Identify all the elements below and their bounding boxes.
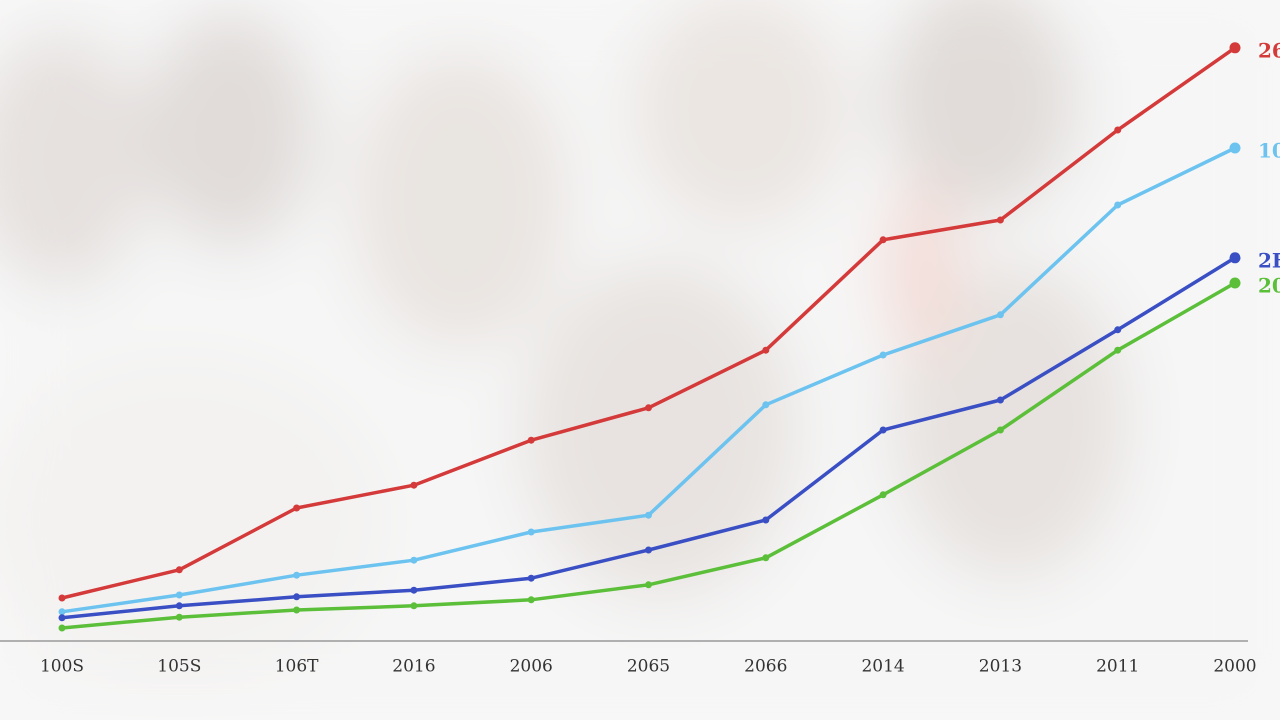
- point-marker: [645, 511, 652, 519]
- point-marker: [58, 624, 66, 632]
- point-marker: [645, 546, 652, 554]
- series-label: 10: [1258, 139, 1280, 163]
- point-marker: [293, 571, 301, 579]
- x-tick-label: 2006: [510, 657, 553, 677]
- x-tick-label: 106T: [275, 657, 319, 677]
- point-marker: [879, 351, 887, 359]
- point-marker: [1114, 201, 1122, 209]
- x-tick-label: 105S: [157, 657, 201, 677]
- point-marker: [645, 404, 652, 412]
- point-marker: [175, 602, 183, 610]
- point-marker: [527, 436, 535, 444]
- series-label: 26: [1258, 38, 1280, 62]
- point-marker: [175, 566, 183, 574]
- point-marker: [645, 581, 652, 589]
- point-marker: [175, 613, 183, 621]
- point-marker: [1229, 252, 1241, 264]
- point-marker: [410, 586, 418, 594]
- x-tick-label: 2011: [1096, 657, 1139, 677]
- series-label: 2E: [1258, 248, 1280, 272]
- point-marker: [410, 556, 418, 564]
- point-marker: [879, 426, 887, 434]
- point-marker: [762, 346, 770, 354]
- point-marker: [410, 602, 418, 610]
- point-marker: [527, 574, 535, 582]
- x-tick-label: 2065: [627, 657, 670, 677]
- point-marker: [762, 554, 770, 562]
- point-marker: [762, 516, 770, 524]
- point-marker: [175, 591, 183, 599]
- point-marker: [996, 216, 1004, 224]
- point-marker: [1114, 326, 1122, 334]
- point-marker: [1229, 277, 1241, 289]
- x-tick-label: 2013: [979, 657, 1022, 677]
- point-marker: [879, 236, 887, 244]
- point-marker: [1229, 42, 1241, 54]
- point-marker: [410, 481, 418, 489]
- point-marker: [996, 396, 1004, 404]
- point-marker: [527, 528, 535, 536]
- point-marker: [293, 504, 301, 512]
- point-marker: [58, 594, 66, 602]
- series-label: 20: [1258, 274, 1280, 298]
- point-marker: [1114, 126, 1122, 134]
- point-marker: [58, 614, 66, 622]
- point-marker: [1229, 142, 1241, 154]
- point-marker: [879, 491, 887, 499]
- point-marker: [996, 426, 1004, 434]
- point-marker: [58, 608, 66, 616]
- point-marker: [293, 606, 301, 614]
- point-marker: [293, 593, 301, 601]
- point-marker: [996, 311, 1004, 319]
- x-tick-label: 2000: [1213, 657, 1256, 677]
- x-tick-label: 2066: [744, 657, 787, 677]
- point-marker: [762, 401, 770, 409]
- x-tick-label: 2016: [392, 657, 435, 677]
- point-marker: [1114, 346, 1122, 354]
- x-tick-label: 2014: [861, 657, 904, 677]
- point-marker: [527, 596, 535, 604]
- x-tick-label: 100S: [40, 657, 84, 677]
